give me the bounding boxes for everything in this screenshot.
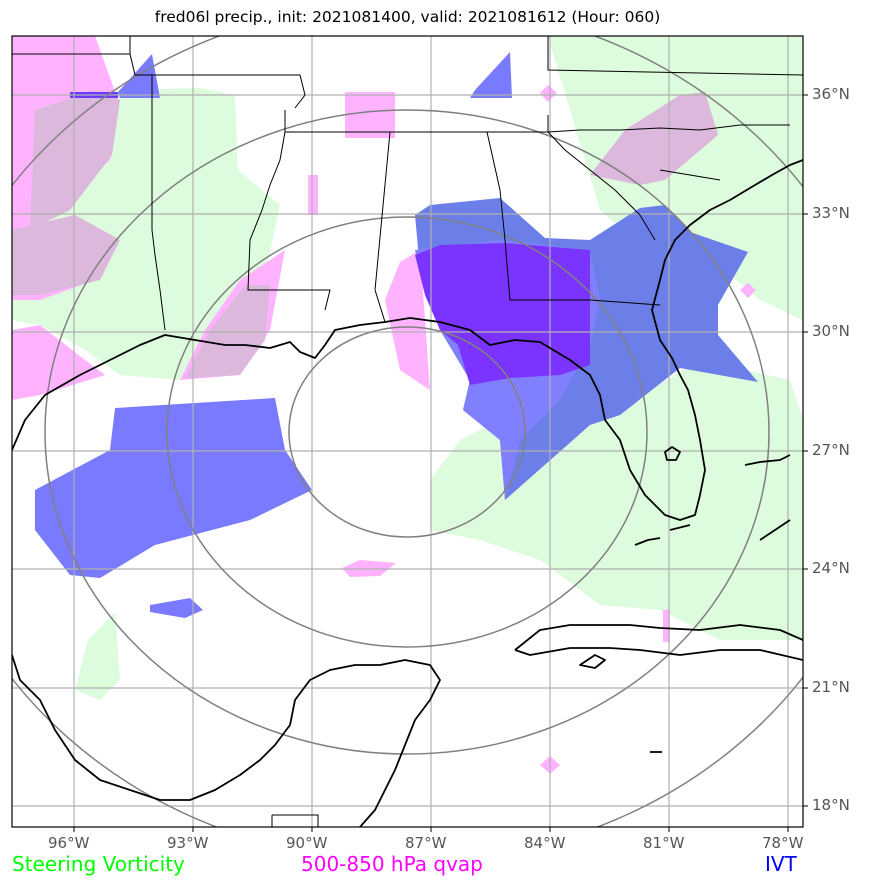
lon-label-84w: 84°W bbox=[524, 834, 566, 852]
lat-label-24n: 24°N bbox=[812, 559, 850, 577]
ivt-region-ar bbox=[470, 52, 512, 98]
lat-label-21n: 21°N bbox=[812, 678, 850, 696]
legend-qvap: 500-850 hPa qvap bbox=[301, 852, 483, 876]
vorticity-region-texas bbox=[12, 88, 280, 380]
qvap-region-fl-keys bbox=[663, 610, 670, 642]
ivt-region-ok bbox=[118, 54, 160, 98]
range-rings bbox=[12, 36, 803, 827]
axis-ticks bbox=[73, 94, 808, 832]
qvap-region-blob-3 bbox=[540, 85, 557, 102]
qvap-region-blob-4 bbox=[740, 283, 756, 298]
lat-label-30n: 30°N bbox=[812, 322, 850, 340]
legend-vorticity: Steering Vorticity bbox=[12, 852, 185, 876]
state-borders bbox=[12, 36, 803, 827]
lon-label-96w: 96°W bbox=[48, 834, 90, 852]
lon-label-90w: 90°W bbox=[286, 834, 328, 852]
map-title: fred06l precip., init: 2021081400, valid… bbox=[154, 8, 661, 26]
vorticity-region-small bbox=[75, 612, 120, 700]
qvap-region-tx-coast bbox=[12, 325, 105, 400]
lat-label-27n: 27°N bbox=[812, 441, 850, 459]
lon-label-93w: 93°W bbox=[167, 834, 209, 852]
map-frame bbox=[11, 35, 804, 828]
ivt-region-gulf-west bbox=[35, 398, 312, 578]
qvap-region-gulf-north bbox=[385, 250, 430, 390]
lon-label-78w: 78°W bbox=[762, 834, 804, 852]
lon-label-87w: 87°W bbox=[405, 834, 447, 852]
lat-label-18n: 18°N bbox=[812, 796, 850, 814]
ivt-region-strong bbox=[415, 243, 590, 385]
qvap-region-ms-thin bbox=[308, 175, 318, 215]
qvap-region-ms bbox=[345, 92, 395, 138]
legend-ivt: IVT bbox=[765, 852, 797, 876]
lat-label-33n: 33°N bbox=[812, 204, 850, 222]
coastlines bbox=[12, 159, 803, 827]
ivt-region-small bbox=[150, 598, 203, 618]
ivt-fields bbox=[35, 52, 758, 618]
lat-label-36n: 36°N bbox=[812, 85, 850, 103]
lon-label-81w: 81°W bbox=[643, 834, 685, 852]
